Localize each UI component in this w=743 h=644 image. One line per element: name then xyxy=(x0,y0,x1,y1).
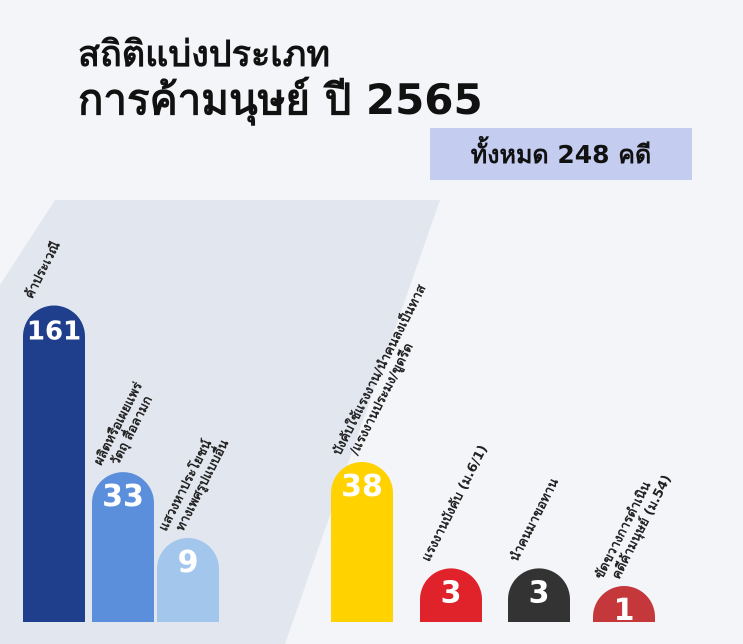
value-label: 3 xyxy=(529,575,550,610)
value-label: 9 xyxy=(178,545,199,580)
subtitle: ทั้งหมด 248 คดี xyxy=(471,135,651,169)
bar xyxy=(420,568,482,622)
subtitle-box xyxy=(430,128,692,180)
bar xyxy=(23,305,85,622)
bar xyxy=(508,568,570,622)
value-label: 3 xyxy=(441,575,462,610)
bar xyxy=(92,472,154,622)
value-label: 161 xyxy=(27,316,81,346)
value-label: 1 xyxy=(614,593,635,628)
value-label: 38 xyxy=(341,469,383,504)
bar xyxy=(331,462,393,622)
value-label: 33 xyxy=(102,479,144,514)
chart-title: การค้ามนุษย์ ปี 2565 xyxy=(78,75,483,126)
bar xyxy=(157,538,219,622)
bar xyxy=(593,586,655,622)
chart-title: สถิติแบ่งประเภท xyxy=(78,34,330,75)
